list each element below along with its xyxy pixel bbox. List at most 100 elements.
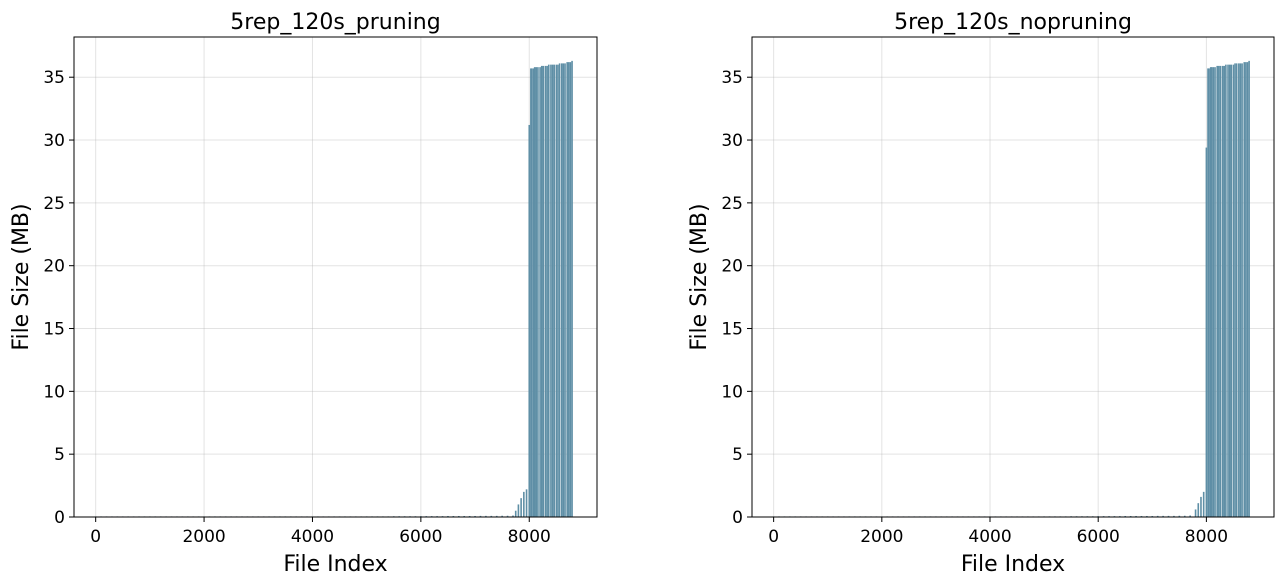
bar — [1216, 65, 1219, 518]
y-tick-label: 5 — [732, 445, 743, 465]
bars — [94, 60, 573, 518]
y-tick-label: 0 — [732, 508, 743, 528]
bar — [1207, 68, 1209, 518]
bar — [562, 63, 565, 517]
bar — [544, 65, 547, 518]
chart-title: 5rep_120s_pruning — [230, 10, 440, 35]
x-tick-label: 6000 — [1077, 527, 1120, 547]
bar — [560, 63, 563, 517]
bar — [564, 63, 566, 517]
bar — [569, 62, 572, 517]
chart-title: 5rep_120s_nopruning — [894, 10, 1132, 35]
bar — [1223, 65, 1226, 518]
bar — [520, 498, 522, 517]
bar — [1124, 515, 1127, 517]
bar — [1129, 515, 1132, 517]
bar — [514, 510, 517, 517]
y-tick-label: 25 — [721, 194, 743, 214]
bar — [571, 60, 573, 518]
bar — [1225, 64, 1227, 517]
x-axis-label: File Index — [961, 552, 1065, 577]
bar — [546, 65, 548, 518]
bar — [555, 64, 558, 517]
bar — [1162, 515, 1164, 517]
y-tick-label: 0 — [54, 508, 65, 528]
bar — [1228, 64, 1231, 517]
bar — [474, 515, 476, 517]
bar — [1243, 62, 1246, 517]
y-tick-label: 30 — [721, 131, 743, 151]
plot-frame — [751, 36, 1275, 518]
bar — [1178, 515, 1181, 517]
bar — [479, 515, 482, 517]
bar — [535, 67, 538, 517]
y-tick-label: 15 — [43, 320, 65, 340]
y-axis-label: File Size (MB) — [9, 203, 34, 350]
bar — [1208, 68, 1210, 518]
bar — [1156, 515, 1159, 517]
bar — [463, 515, 466, 517]
bar — [1210, 67, 1213, 517]
chart-panel-nopruning: 0 2000 4000 6000 8000 0 5 10 15 20 25 30 35 5rep_120s… — [687, 10, 1275, 577]
bar — [1234, 63, 1236, 517]
x-tick-label: 2000 — [182, 527, 225, 547]
bar — [1221, 65, 1224, 518]
bar — [532, 68, 535, 518]
bar — [1200, 496, 1202, 517]
bar — [553, 64, 555, 517]
bar — [1205, 147, 1208, 517]
x-tick-label: 0 — [768, 527, 779, 547]
bar — [1151, 515, 1154, 517]
bar — [558, 63, 561, 517]
bar — [1197, 503, 1200, 517]
bar — [530, 68, 532, 518]
bar — [1218, 65, 1220, 518]
y-tick-label: 35 — [43, 68, 65, 88]
y-tick-label: 10 — [43, 382, 65, 402]
bar — [1246, 62, 1249, 517]
y-tick-label: 35 — [721, 68, 743, 88]
bar — [1189, 515, 1191, 517]
bar — [1173, 515, 1175, 517]
bar — [1232, 64, 1235, 517]
bar — [512, 515, 514, 517]
bar — [523, 491, 525, 517]
y-tick-label: 25 — [43, 194, 65, 214]
bar — [457, 515, 460, 517]
x-tick-label: 4000 — [291, 527, 334, 547]
bar — [1235, 63, 1238, 517]
bar — [533, 67, 536, 517]
y-axis-label: File Size (MB) — [687, 203, 712, 350]
bar — [506, 515, 509, 517]
chart-panel-pruning: 0 2000 4000 6000 8000 0 5 10 15 20 25 30 35 5rep_120s… — [9, 10, 598, 577]
x-tick-label: 8000 — [1185, 527, 1228, 547]
bar — [1238, 63, 1240, 517]
bar — [495, 515, 498, 517]
y-tick-label: 5 — [54, 445, 65, 465]
bar — [550, 64, 552, 517]
x-tick-label: 2000 — [860, 527, 903, 547]
plot-frame — [73, 36, 598, 518]
bar — [1239, 63, 1242, 517]
bar — [1202, 491, 1205, 517]
bar — [1245, 62, 1247, 517]
bar — [468, 515, 471, 517]
bar — [1194, 509, 1197, 517]
y-tick-label: 15 — [721, 320, 743, 340]
bar — [1248, 60, 1250, 518]
bar — [1140, 515, 1143, 517]
bar — [1219, 65, 1222, 518]
x-tick-label: 4000 — [968, 527, 1011, 547]
bar — [1230, 64, 1233, 517]
bar — [539, 67, 541, 517]
bar — [528, 124, 531, 517]
bar — [547, 64, 550, 517]
bar — [452, 515, 455, 517]
bar — [551, 64, 554, 517]
bar — [537, 67, 539, 517]
bar — [542, 65, 545, 518]
bar — [1167, 515, 1170, 517]
y-tick-label: 20 — [43, 257, 65, 277]
bar — [1214, 67, 1216, 517]
x-axis-label: File Index — [283, 552, 387, 577]
